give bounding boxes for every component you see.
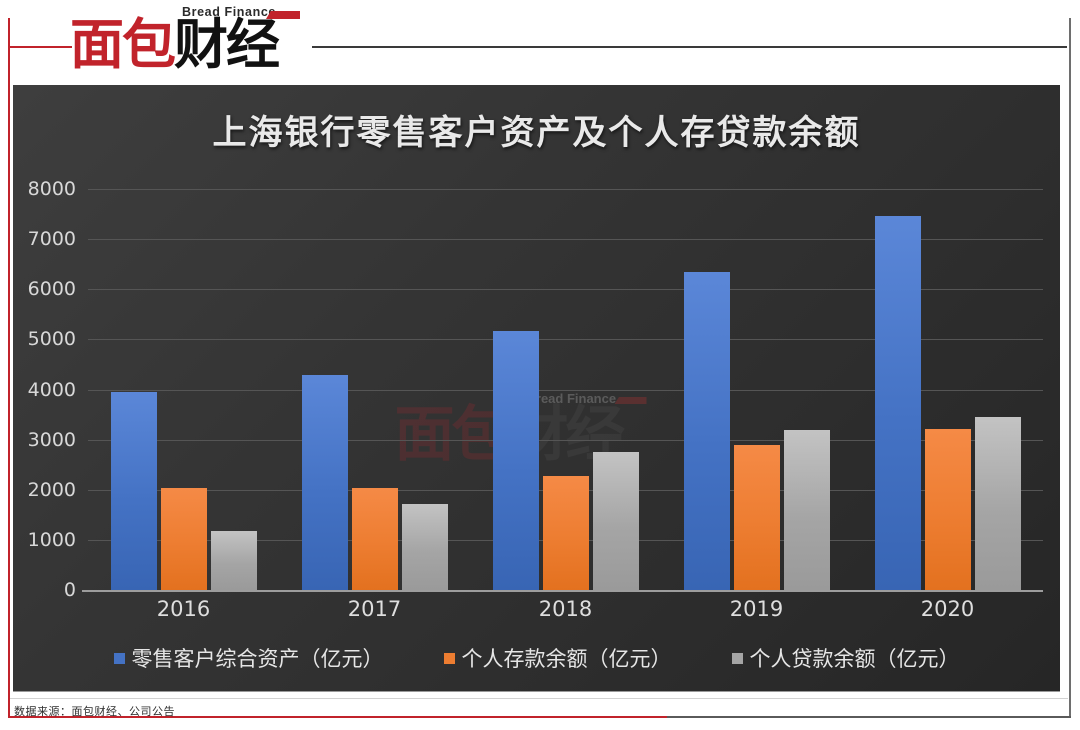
x-axis-labels: 2016 2017 2018 2019 2020 [88, 597, 1043, 621]
header-rule-left [10, 46, 72, 48]
bar-group [279, 189, 470, 590]
legend-swatch-icon [731, 652, 743, 664]
x-axis-tick-label: 2018 [538, 597, 593, 621]
x-axis-line [82, 590, 1043, 592]
x-axis-tick-label: 2017 [347, 597, 402, 621]
bar[interactable] [592, 451, 639, 590]
x-axis-tick-label: 2020 [920, 597, 975, 621]
legend-label: 个人贷款余额（亿元） [749, 647, 960, 671]
bar[interactable] [210, 530, 257, 590]
x-axis-tick-label: 2016 [156, 597, 211, 621]
chart-panel: 上海银行零售客户资产及个人存贷款余额 Bread Finance 面包财经 80… [13, 85, 1060, 692]
chart-legend: 零售客户综合资产（亿元） 个人存款余额（亿元） 个人贷款余额（亿元） [13, 643, 1060, 673]
brand-name-cn: 面包财经 [70, 13, 280, 76]
x-axis-tick-label: 2019 [729, 597, 784, 621]
bar[interactable] [733, 444, 780, 590]
bar[interactable] [351, 487, 398, 590]
bar-group [88, 189, 279, 590]
header-rule-right [312, 46, 1067, 48]
y-axis-tick-label: 4000 [27, 378, 76, 401]
bar-group [852, 189, 1043, 590]
legend-swatch-icon [443, 652, 455, 664]
bar[interactable] [683, 272, 730, 590]
bar[interactable] [974, 417, 1021, 590]
bar[interactable] [783, 429, 830, 590]
gridline [88, 289, 1043, 291]
y-axis-tick-label: 8000 [27, 178, 76, 200]
gridline [88, 239, 1043, 241]
bar[interactable] [160, 488, 207, 590]
brand-name-cn-red: 面包 [70, 13, 176, 76]
footer-divider [10, 698, 1068, 699]
frame-bottom-rail [8, 716, 1071, 718]
gridline [88, 339, 1043, 341]
brand-logo: Bread Finance 面包财经 [70, 4, 314, 78]
y-axis-tick-label: 3000 [27, 428, 76, 451]
legend-item[interactable]: 个人存款余额（亿元） [443, 643, 672, 673]
legend-label: 个人存款余额（亿元） [461, 647, 672, 671]
legend-item[interactable]: 零售客户综合资产（亿元） [113, 643, 384, 673]
gridline [88, 189, 1043, 190]
bar-groups [88, 189, 1043, 590]
source-note: 数据来源：面包财经、公司公告 [14, 705, 175, 718]
bar[interactable] [110, 392, 157, 590]
page-header: Bread Finance 面包财经 [0, 0, 1080, 85]
bar-group [661, 189, 852, 590]
brand-tagline: Bread Finance [182, 5, 276, 19]
y-axis-tick-label: 1000 [27, 528, 76, 551]
gridline [88, 389, 1043, 391]
legend-label: 零售客户综合资产（亿元） [131, 647, 384, 671]
y-axis-tick-label: 5000 [27, 328, 76, 351]
y-axis-tick-label: 6000 [27, 278, 76, 301]
y-axis-tick-label: 7000 [27, 228, 76, 251]
legend-item[interactable]: 个人贷款余额（亿元） [731, 643, 960, 673]
bar[interactable] [401, 503, 448, 590]
bar[interactable] [492, 330, 539, 590]
chart-title: 上海银行零售客户资产及个人存贷款余额 [212, 113, 861, 153]
brand-accent-bar-icon [266, 11, 300, 19]
gridline [88, 439, 1043, 441]
bar[interactable] [542, 475, 589, 590]
bar-group [470, 189, 661, 590]
y-axis-tick-label: 2000 [27, 478, 76, 501]
bar[interactable] [301, 374, 348, 590]
plot-area: 8000 7000 6000 5000 4000 3000 2000 1000 0 [28, 178, 1043, 601]
bar[interactable] [924, 428, 971, 590]
bar[interactable] [874, 215, 921, 590]
legend-swatch-icon [113, 652, 125, 664]
y-axis-tick-label: 0 [63, 579, 76, 601]
frame-right-rail [1069, 18, 1071, 718]
frame-left-rail [8, 18, 10, 718]
brand-name-cn-black: 财经 [174, 13, 280, 76]
